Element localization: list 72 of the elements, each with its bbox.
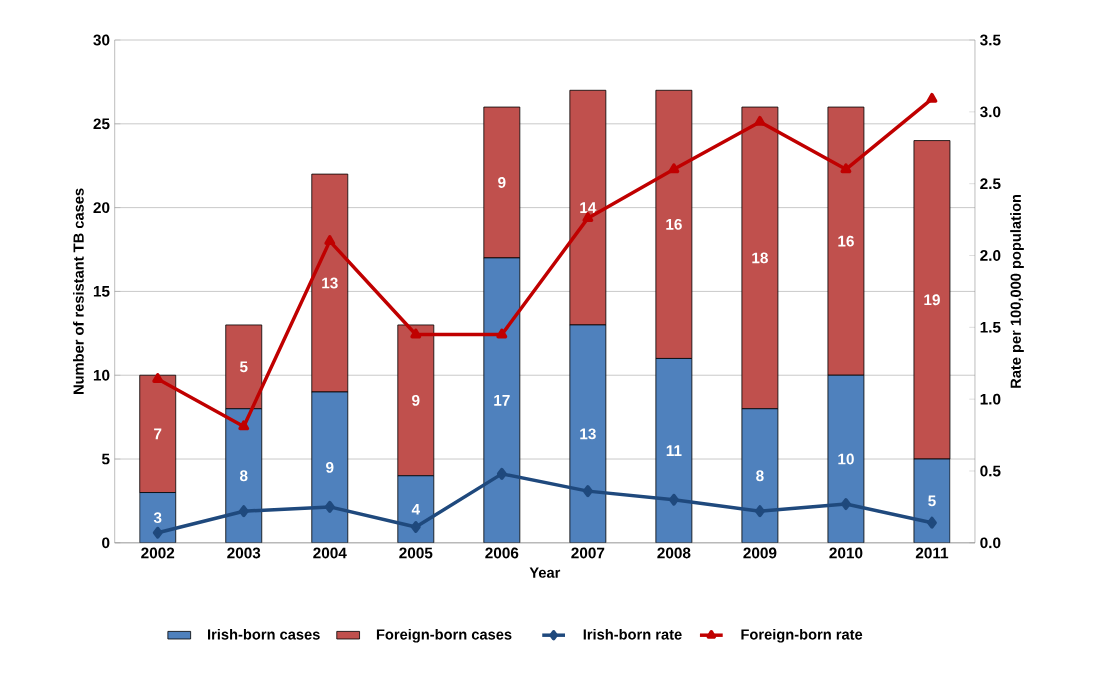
y2-tick-label: 0.0 [980, 537, 1001, 549]
x-tick-label: 2011 [915, 547, 949, 559]
data-label: 4 [411, 504, 420, 515]
legend-label: Foreign-born rate [741, 629, 863, 643]
point [668, 163, 680, 174]
x-tick-label: 2005 [399, 547, 433, 559]
data-label: 9 [498, 177, 506, 189]
point [754, 505, 765, 518]
y2-tick-label: 1.0 [980, 393, 1001, 405]
data-label: 7 [154, 428, 162, 440]
x-tick-label: 2002 [141, 547, 175, 559]
x-tick-label: 2008 [657, 547, 691, 559]
legend-label: Foreign-born cases [376, 629, 512, 643]
data-label: 13 [580, 428, 596, 440]
point [927, 516, 937, 529]
point [926, 93, 938, 104]
point [410, 521, 421, 534]
data-label: 13 [322, 277, 338, 289]
data-label: 5 [928, 495, 936, 507]
point [496, 328, 508, 339]
y2-tick-label: 3.0 [980, 106, 1001, 118]
y-axis-title: Number of resistant TB cases [73, 188, 84, 395]
y-tick-label: 0 [102, 537, 110, 549]
x-axis-title: Year [529, 567, 561, 579]
point [410, 328, 422, 339]
y-tick-label: 30 [93, 34, 110, 46]
point [152, 526, 163, 540]
y2-tick-label: 0.5 [980, 465, 1001, 477]
point [324, 235, 336, 246]
y2-tick-label: 2.0 [980, 250, 1001, 262]
x-tick-label: 2009 [743, 547, 777, 559]
data-label: 8 [239, 470, 248, 482]
point [324, 501, 335, 514]
x-tick-label: 2004 [313, 547, 347, 559]
x-tick-label: 2006 [485, 547, 519, 559]
data-label: 18 [752, 252, 768, 264]
data-label: 9 [412, 395, 420, 407]
data-label: 10 [838, 453, 854, 465]
point [754, 116, 766, 127]
y-tick-label: 10 [93, 370, 110, 381]
y-tick-label: 20 [93, 202, 110, 214]
point [840, 498, 851, 511]
point [840, 163, 852, 174]
point [152, 373, 164, 384]
data-label: 5 [239, 361, 248, 373]
data-label: 8 [756, 470, 764, 482]
y2-tick-label: 3.5 [980, 34, 1001, 46]
point [668, 493, 679, 506]
legend-label: Irish-born cases [208, 629, 320, 640]
data-label: 3 [153, 512, 162, 524]
data-label: 16 [666, 219, 682, 231]
point [238, 420, 250, 431]
y-tick-label: 5 [101, 453, 110, 465]
y2-tick-label: 2.5 [980, 178, 1001, 190]
point [496, 468, 507, 481]
point [582, 212, 594, 223]
data-label: 16 [838, 235, 854, 247]
data-label: 19 [924, 294, 940, 306]
data-label: 17 [494, 395, 510, 406]
y2-axis-title: Rate per 100,000 population [1010, 195, 1024, 389]
y-tick-label: 25 [93, 118, 110, 130]
point [238, 505, 249, 518]
data-label: 9 [326, 462, 334, 474]
x-tick-label: 2003 [227, 547, 261, 559]
data-label: 11 [666, 445, 682, 457]
point [582, 485, 593, 498]
x-tick-label: 2007 [571, 547, 605, 559]
x-tick-label: 2010 [829, 547, 863, 559]
y-tick-label: 15 [93, 286, 110, 297]
y2-tick-label: 1.5 [980, 322, 1001, 333]
data-label: 14 [580, 202, 597, 214]
legend-label: Irish-born rate [583, 629, 682, 640]
